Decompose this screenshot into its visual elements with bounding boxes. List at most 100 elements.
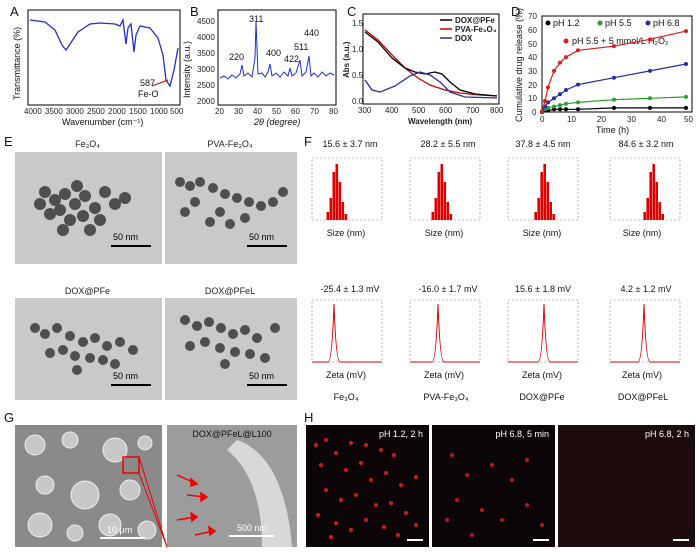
size-histogram-bar [440, 164, 444, 220]
size-value: 37.8 ± 4.5 nm [515, 139, 571, 149]
size-axis-label: Size (nm) [326, 228, 366, 238]
sem-image-zoom: DOX@PFeL@L100 500 nm [167, 425, 297, 547]
release-point [684, 94, 688, 99]
panel-c-xtick: 800 [490, 106, 504, 115]
release-point [648, 96, 652, 101]
tem-scalebar [111, 245, 151, 247]
panel-letter-f: F [304, 134, 312, 149]
panel-c-xlabel: Wavelength (nm) [408, 117, 472, 126]
panel-letter-d: D [511, 4, 521, 19]
panel-b-yticks: 2000 2500 3000 3500 4000 4500 [197, 17, 215, 106]
release-point [612, 105, 616, 110]
panel-d-xtick: 10 [567, 115, 576, 124]
panel-c-legend-label: DOX@PFe [455, 16, 495, 25]
size-histogram-bar [649, 172, 652, 220]
panel-d-legend-label: pH 5.5 [605, 18, 632, 28]
size-histogram-bar [437, 172, 441, 220]
panel-letter-a: A [10, 4, 19, 19]
panel-a-xtick: 4000 [24, 107, 42, 116]
panel-a-xtick: 2500 [87, 107, 105, 116]
panel-letter-b: B [190, 4, 199, 19]
zeta-peak [312, 303, 382, 363]
release-point [546, 85, 550, 90]
panel-c-ytick: 0.5 [352, 71, 364, 80]
size-histogram-bar [338, 182, 342, 220]
release-point [564, 101, 568, 106]
sample-name: PVA-Fe₃O₄ [423, 392, 469, 402]
size-histogram-bar [652, 164, 655, 220]
zeta-axis-label: Zeta (mV) [621, 370, 662, 380]
panel-a-xticks: 4000 3500 3000 2500 2000 1500 1000 500 [24, 107, 184, 116]
panel-b-peak-label: 422 [284, 54, 299, 64]
panel-a-xtick: 2000 [108, 107, 126, 116]
release-line [541, 30, 687, 113]
panel-b-peak-label: 220 [229, 52, 244, 62]
tem-image-pva-fe3o4: 50 nm [165, 152, 297, 264]
sem-scalebar-label: 10 μm [107, 525, 133, 535]
release-point [552, 68, 556, 73]
tem-scalebar-label: 50 nm [249, 232, 275, 242]
panel-f-size-histograms [311, 157, 681, 221]
panel-b-xtick: 30 [234, 107, 243, 116]
release-point [576, 107, 580, 112]
release-point [576, 48, 580, 53]
release-point [540, 110, 544, 114]
panel-b-xticks: 20 30 40 50 60 70 80 [215, 107, 338, 116]
panel-b-xlabel: 2θ (degree) [253, 117, 300, 127]
panel-d-xtick: 20 [597, 115, 606, 124]
panel-c-xtick: 700 [466, 106, 480, 115]
release-point [564, 55, 568, 60]
zeta-value: 15.6 ± 1.8 mV [515, 284, 571, 294]
panel-d-frame [541, 15, 693, 113]
release-point [546, 108, 550, 113]
panel-c-xtick: 600 [439, 106, 453, 115]
panel-letter-h: H [304, 410, 314, 425]
size-histogram-bar [546, 182, 549, 220]
size-value: 15.6 ± 3.7 nm [322, 139, 378, 149]
sem-zoom-scalebar [229, 535, 274, 537]
panel-f-zeta-curves [311, 299, 681, 363]
panel-letter-g: G [4, 410, 15, 425]
size-histogram-bar [446, 202, 450, 220]
panel-c-xtick: 400 [385, 106, 399, 115]
panel-b-peak-label: 311 [249, 14, 263, 24]
panel-b-ytick: 3000 [197, 65, 215, 74]
release-point [564, 107, 568, 112]
panel-d-ytick: 30 [528, 67, 537, 76]
size-axis-label: Size (nm) [522, 228, 562, 238]
release-point [612, 44, 616, 49]
zeta-peak [410, 303, 480, 363]
size-histogram-frame [409, 157, 481, 221]
tem-scalebar-label: 50 nm [113, 232, 139, 242]
size-histogram-frame [609, 157, 681, 221]
size-histogram-bar [329, 198, 333, 220]
release-point [684, 29, 688, 34]
panel-c-ylabel: Abs (a.u.) [342, 41, 351, 78]
release-point [684, 62, 688, 66]
zeta-frame [507, 299, 579, 363]
panel-a-annotation-587: 587 [140, 78, 155, 88]
panel-d-ytick: 0 [532, 108, 537, 117]
size-histogram-bar [543, 164, 546, 220]
size-histogram-bar [537, 198, 540, 220]
size-histogram-bar [549, 202, 552, 220]
panel-d-ytick: 10 [528, 94, 537, 103]
tem-scalebar-label: 50 nm [113, 371, 139, 381]
panel-c-legend-label: DOX [455, 34, 473, 43]
panel-d-legend-marker [645, 20, 651, 26]
panel-c-yticks: 0.0 0.5 1.0 1.5 [352, 19, 364, 106]
tem-label-dox-pfel: DOX@PFeL [204, 286, 256, 296]
panel-d-ytick: 40 [528, 53, 537, 62]
panel-b-peak-label: 440 [304, 28, 319, 38]
size-histogram-frame [311, 157, 383, 221]
size-histogram-bar [335, 164, 339, 220]
zeta-axis-label: Zeta (mV) [423, 370, 464, 380]
size-histogram-bar [341, 202, 345, 220]
tem-image-dox-pfel: 50 nm [165, 298, 297, 400]
panel-d-plot [540, 29, 688, 114]
zeta-frame [609, 299, 681, 363]
size-histogram-bar [431, 212, 435, 220]
size-histogram-bar [661, 214, 664, 220]
panel-d-xtick: 0 [540, 115, 545, 124]
release-point [612, 97, 616, 102]
